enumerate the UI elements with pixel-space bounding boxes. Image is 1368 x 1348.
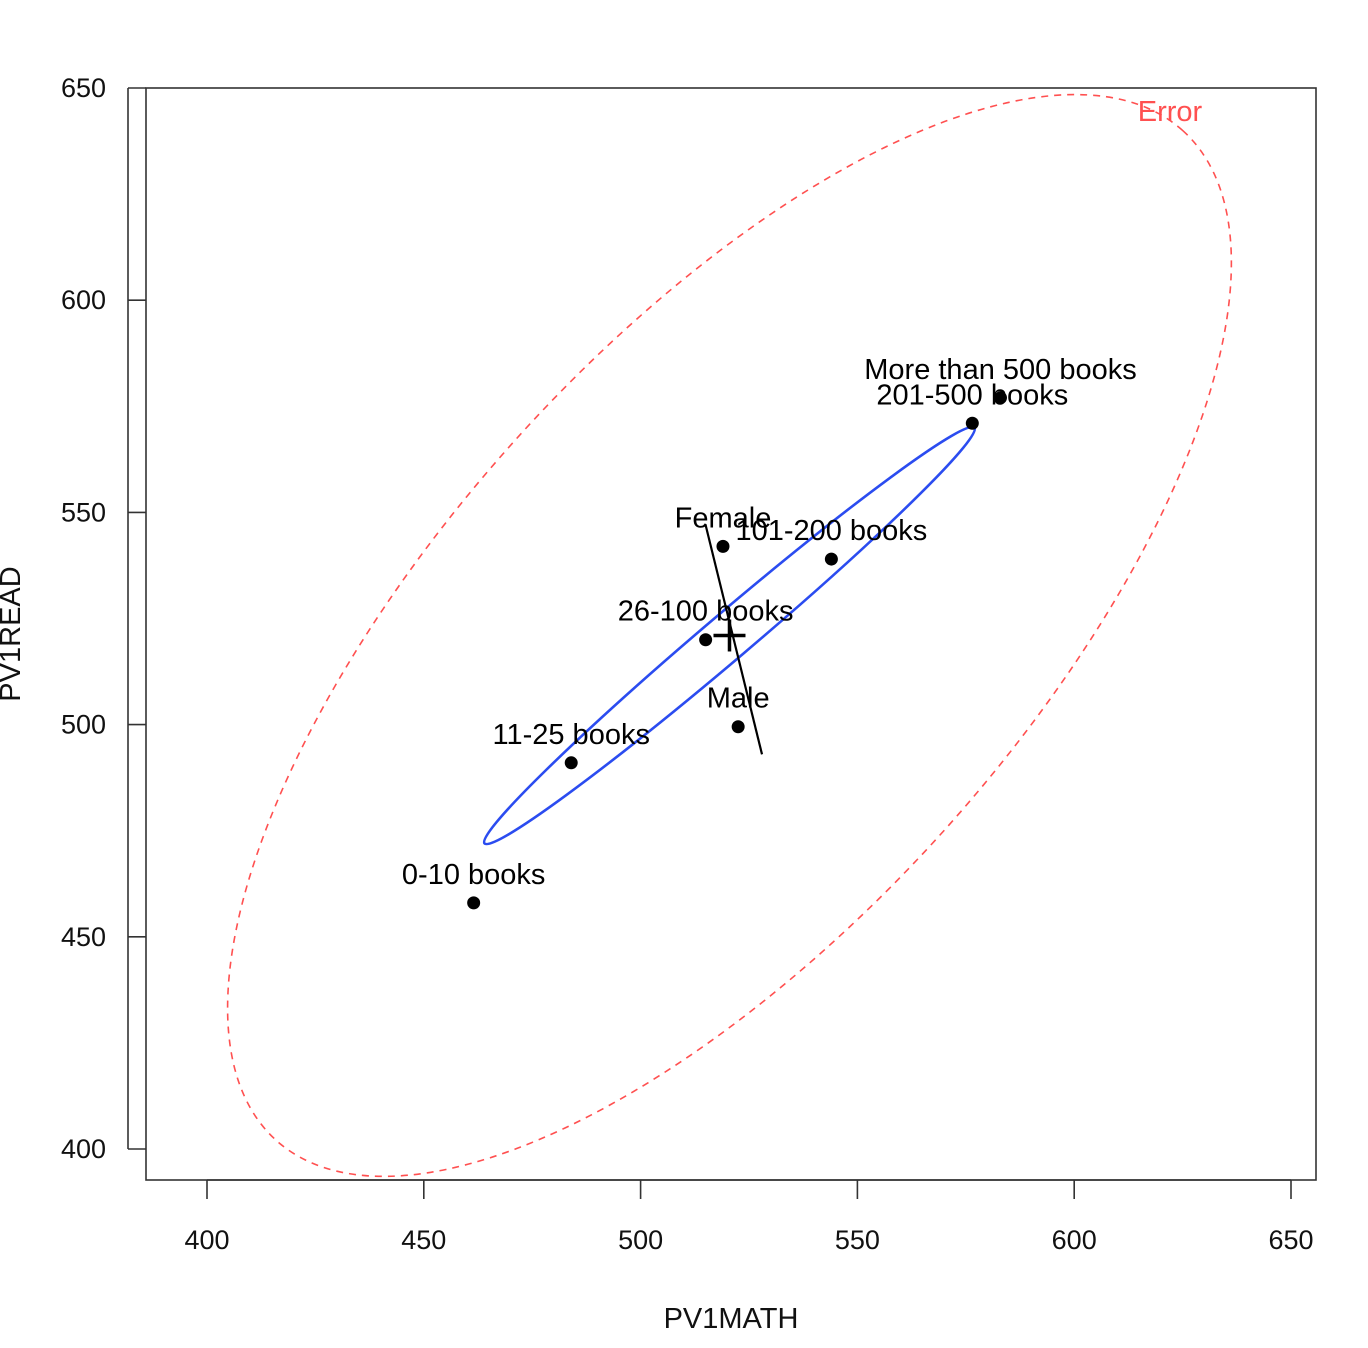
error-ellipse bbox=[226, 93, 1233, 1178]
x-tick-label-2: 500 bbox=[618, 1225, 663, 1255]
point-label-2: 26-100 books bbox=[618, 596, 794, 628]
y-tick-label-4: 600 bbox=[61, 285, 106, 315]
x-axis: 400 450 500 550 600 650 bbox=[184, 1179, 1314, 1255]
point-label-1: 11-25 books bbox=[492, 719, 649, 751]
y-tick-label-0: 400 bbox=[61, 1134, 106, 1164]
data-point-4 bbox=[965, 416, 979, 430]
point-label-6: Female bbox=[675, 502, 772, 534]
data-point-6 bbox=[716, 539, 730, 553]
point-label-3: 101-200 books bbox=[735, 515, 927, 547]
error-ellipse-layer bbox=[226, 93, 1233, 1178]
error-ellipse-label: Error bbox=[1138, 96, 1203, 128]
data-point-7 bbox=[731, 720, 745, 734]
data-point-1 bbox=[564, 756, 578, 770]
point-label-7: Male bbox=[707, 683, 770, 715]
x-tick-label-0: 400 bbox=[184, 1225, 229, 1255]
point-labels-layer: 0-10 books 11-25 books 26-100 books 101-200… bbox=[402, 354, 1137, 891]
y-axis-title: PV1READ bbox=[0, 566, 27, 701]
y-tick-label-2: 500 bbox=[61, 710, 106, 740]
data-point-3 bbox=[824, 552, 838, 566]
point-label-5: More than 500 books bbox=[864, 354, 1136, 386]
data-point-5 bbox=[993, 391, 1007, 405]
gender-line bbox=[704, 524, 764, 755]
points-layer bbox=[467, 391, 1007, 910]
point-label-4: 201-500 books bbox=[876, 379, 1068, 411]
y-tick-label-5: 650 bbox=[61, 73, 106, 103]
data-point-2 bbox=[699, 633, 713, 647]
point-label-0: 0-10 books bbox=[402, 859, 546, 891]
x-tick-label-5: 650 bbox=[1268, 1225, 1313, 1255]
y-tick-label-1: 450 bbox=[61, 922, 106, 952]
y-axis: 400 450 500 550 600 650 bbox=[61, 73, 146, 1164]
x-tick-label-3: 550 bbox=[835, 1225, 880, 1255]
gender-line-layer bbox=[704, 524, 764, 755]
x-axis-title: PV1MATH bbox=[664, 1303, 799, 1335]
x-tick-label-4: 600 bbox=[1052, 1225, 1097, 1255]
x-tick-label-1: 450 bbox=[401, 1225, 446, 1255]
data-point-0 bbox=[467, 896, 481, 910]
y-tick-label-3: 550 bbox=[61, 497, 106, 527]
